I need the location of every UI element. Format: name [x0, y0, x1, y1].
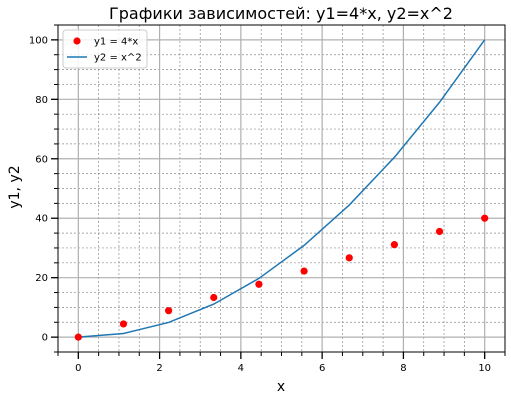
scatter-point: [481, 214, 489, 222]
y-tick-label: 100: [29, 35, 48, 46]
legend-entry-label: y1 = 4*x: [94, 37, 138, 48]
scatter-point: [210, 293, 218, 302]
y-tick-label: 60: [35, 154, 48, 165]
x-tick-label: 6: [319, 363, 325, 374]
series-line: [78, 39, 486, 338]
x-ticks: 0 2 4 6 8 10: [57, 352, 506, 374]
y-tick-label: 40: [35, 214, 48, 225]
legend-marker: [73, 37, 81, 45]
series-line-path: [78, 39, 486, 338]
series-scatter: [74, 214, 489, 341]
scatter-point: [119, 320, 128, 328]
x-tick-label: 4: [238, 363, 244, 374]
y-tick-label: 20: [35, 273, 48, 284]
scatter-point: [255, 280, 263, 288]
scatter-point: [300, 267, 308, 275]
scatter-point: [390, 241, 398, 249]
scatter-point: [74, 333, 82, 341]
legend: y1 = 4*x y2 = x^2: [62, 29, 148, 69]
y-axis-label: y1, y2: [7, 165, 23, 208]
y-tick-label: 80: [35, 95, 48, 106]
y-ticks: 0 20 40 60 80 100: [29, 24, 58, 353]
x-tick-label: 2: [156, 363, 162, 374]
x-tick-label: 10: [478, 363, 491, 374]
legend-box: [62, 29, 148, 69]
grid-major: [58, 25, 505, 352]
chart-title: Графики зависимостей: y1=4*x, y2=x^2: [109, 4, 453, 23]
grid-minor: [57, 24, 506, 353]
x-tick-label: 8: [400, 363, 406, 374]
x-tick-label: 0: [75, 363, 81, 374]
x-axis-label: x: [277, 379, 285, 395]
scatter-point: [435, 227, 444, 236]
legend-entry-label: y2 = x^2: [94, 53, 142, 64]
scatter-point: [345, 254, 353, 262]
scatter-point: [165, 307, 173, 315]
y-tick-label: 0: [42, 333, 48, 344]
